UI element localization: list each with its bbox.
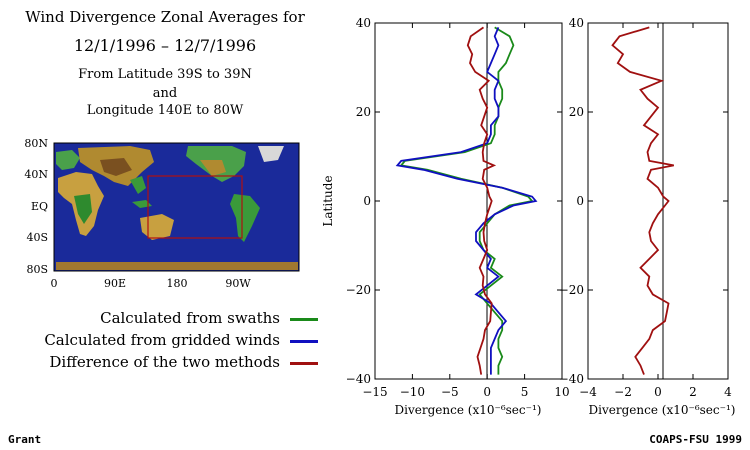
organization-credit: COAPS-FSU 1999	[649, 433, 742, 446]
map-lon-tick: 90E	[104, 277, 126, 290]
divergence-profile-chart: −40 −20 0 20 40 −15 −10 −5 0 5 10 Latitude Diverg…	[321, 16, 570, 417]
chart0-ylabel: Latitude	[321, 175, 335, 226]
legend-label: Calculated from gridded winds	[44, 331, 280, 349]
map-lat-tick: 40N	[24, 168, 48, 181]
map-lat-tick: 80N	[24, 137, 48, 150]
y-tick-label: 40	[569, 16, 584, 30]
map-lon-tick: 90W	[225, 277, 251, 290]
region-box	[147, 175, 243, 239]
chart0-x-axis: −15 −10 −5 0 5 10	[362, 23, 570, 399]
x-tick-label: −4	[579, 385, 597, 399]
map-lon-tick: 180	[167, 277, 188, 290]
chart0-xlabel: Divergence (x10⁻⁶sec⁻¹)	[395, 403, 542, 417]
chart1-xlabel: Divergence (x10⁻⁶sec⁻¹)	[589, 403, 736, 417]
y-tick-label: 20	[356, 105, 371, 119]
legend-label: Difference of the two methods	[49, 353, 280, 371]
y-tick-label: −40	[559, 372, 584, 386]
y-tick-label: −40	[346, 372, 371, 386]
series-line-calculated-from-swaths	[399, 26, 534, 375]
y-tick-label: −20	[559, 283, 584, 297]
legend-swatch	[290, 318, 318, 321]
x-tick-label: −2	[614, 385, 632, 399]
x-tick-label: 0	[654, 385, 662, 399]
latitude-range: From Latitude 39S to 39N	[78, 67, 252, 82]
chart1-series	[611, 26, 674, 375]
x-tick-label: −15	[362, 385, 387, 399]
y-tick-label: 40	[356, 16, 371, 30]
x-tick-label: −10	[400, 385, 425, 399]
chart0-series	[395, 26, 538, 375]
series-line-difference-of-the-two-methods	[466, 26, 497, 375]
map-lat-ticks: 80N 40N EQ 40S 80S	[24, 137, 48, 276]
series-line-difference-of-the-two-methods	[611, 26, 674, 375]
map-land	[56, 146, 298, 270]
x-tick-label: 2	[689, 385, 697, 399]
chart1-y-axis: −40 −20 0 20 40	[559, 16, 728, 386]
series-line-calculated-from-gridded-winds	[395, 27, 538, 375]
map-lat-tick: 40S	[26, 231, 48, 244]
legend-swatch	[290, 340, 318, 343]
x-tick-label: 4	[724, 385, 732, 399]
date-range: 12/1/1996 – 12/7/1996	[73, 36, 257, 55]
y-tick-label: 0	[363, 194, 371, 208]
author-credit: Grant	[8, 433, 42, 446]
x-tick-label: 10	[554, 385, 569, 399]
chart-title: Wind Divergence Zonal Averages for	[25, 8, 305, 26]
map-lat-tick: EQ	[31, 200, 48, 213]
y-tick-label: 0	[576, 194, 584, 208]
x-tick-label: −5	[441, 385, 459, 399]
y-tick-label: −20	[346, 283, 371, 297]
map-lon-tick: 0	[51, 277, 58, 290]
x-tick-label: 0	[483, 385, 491, 399]
chart1-x-axis: −4 −2 0 2 4	[579, 23, 732, 399]
legend-swatch	[290, 362, 318, 365]
legend-label: Calculated from swaths	[100, 309, 280, 327]
x-tick-label: 5	[521, 385, 529, 399]
map-lon-ticks: 0 90E 180 90W	[51, 277, 252, 290]
longitude-range: Longitude 140E to 80W	[86, 103, 244, 118]
map-lat-tick: 80S	[26, 263, 48, 276]
range-conjunction: and	[152, 86, 178, 101]
chart0-y-axis: −40 −20 0 20 40	[346, 16, 562, 386]
world-map: 80N 40N EQ 40S 80S 0 90E 180 90W	[24, 137, 300, 290]
y-tick-label: 20	[569, 105, 584, 119]
